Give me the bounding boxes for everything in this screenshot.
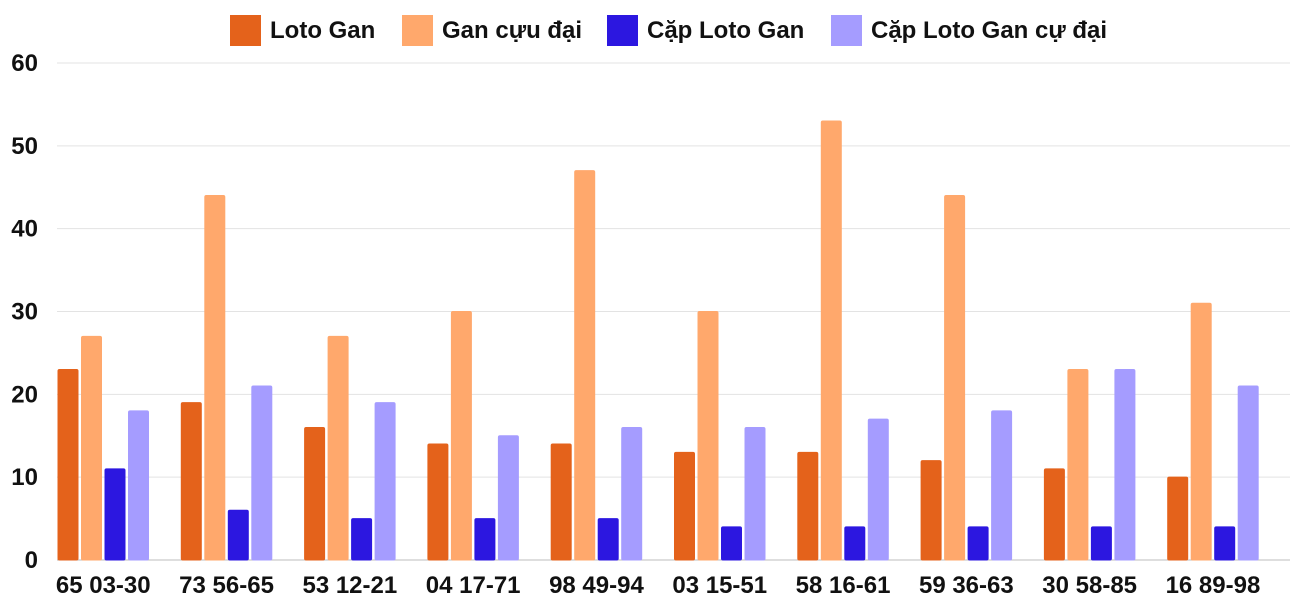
bar-loto-gan[interactable] bbox=[550, 443, 572, 561]
bar-loto-gan[interactable] bbox=[304, 426, 326, 561]
bar-c-p-loto-gan-c-i[interactable] bbox=[621, 426, 643, 561]
bar-gan-c-u-i[interactable] bbox=[574, 170, 596, 561]
bar-group bbox=[1043, 368, 1136, 561]
x-tick-label: 58 16-61 bbox=[796, 572, 891, 599]
bar-group bbox=[427, 311, 519, 561]
bar-gan-c-u-i[interactable] bbox=[81, 335, 102, 561]
bar-c-p-loto-gan-c-i[interactable] bbox=[991, 410, 1013, 561]
x-tick-label: 98 49-94 bbox=[549, 572, 644, 599]
y-tick-label: 40 bbox=[11, 216, 38, 243]
bar-c-p-loto-gan[interactable] bbox=[474, 518, 496, 561]
bar-c-p-loto-gan-c-i[interactable] bbox=[251, 385, 273, 561]
bar-loto-gan[interactable] bbox=[1167, 476, 1189, 561]
bar-loto-gan[interactable] bbox=[1043, 468, 1065, 561]
legend-label: Cặp Loto Gan bbox=[647, 17, 804, 44]
bar-gan-c-u-i[interactable] bbox=[944, 195, 966, 561]
legend-swatch bbox=[402, 15, 433, 46]
x-tick-label: 73 56-65 bbox=[179, 572, 274, 599]
bar-c-p-loto-gan[interactable] bbox=[351, 518, 373, 561]
bar-gan-c-u-i[interactable] bbox=[820, 120, 842, 561]
y-tick-label: 10 bbox=[11, 464, 38, 491]
x-tick-label: 04 17-71 bbox=[426, 572, 521, 599]
bar-c-p-loto-gan[interactable] bbox=[597, 518, 619, 561]
legend-label: Gan cựu đại bbox=[442, 17, 582, 44]
bar-c-p-loto-gan-c-i[interactable] bbox=[497, 435, 519, 561]
y-tick-label: 20 bbox=[11, 381, 38, 408]
bar-gan-c-u-i[interactable] bbox=[1190, 302, 1212, 561]
bar-gan-c-u-i[interactable] bbox=[697, 311, 719, 561]
bar-loto-gan[interactable] bbox=[427, 443, 449, 561]
x-tick-label: 53 12-21 bbox=[302, 572, 397, 599]
legend-item[interactable]: Loto Gan bbox=[230, 15, 375, 46]
bar-group bbox=[920, 195, 1013, 561]
y-tick-label: 0 bbox=[25, 547, 38, 574]
bar-loto-gan[interactable] bbox=[57, 368, 79, 561]
bar-c-p-loto-gan[interactable] bbox=[967, 526, 989, 561]
x-tick-label: 16 89-98 bbox=[1166, 572, 1261, 599]
bar-c-p-loto-gan[interactable] bbox=[721, 526, 742, 561]
x-tick-label: 30 58-85 bbox=[1042, 572, 1137, 599]
legend-swatch bbox=[831, 15, 862, 46]
bar-c-p-loto-gan-c-i[interactable] bbox=[744, 426, 766, 561]
y-tick-label: 60 bbox=[11, 50, 38, 77]
y-tick-label: 30 bbox=[11, 299, 38, 326]
bar-c-p-loto-gan[interactable] bbox=[104, 468, 126, 561]
bar-c-p-loto-gan-c-i[interactable] bbox=[1237, 385, 1259, 561]
bar-group bbox=[304, 335, 396, 561]
bar-gan-c-u-i[interactable] bbox=[1067, 368, 1089, 561]
legend-swatch bbox=[230, 15, 261, 46]
bar-group bbox=[797, 120, 889, 561]
bar-group bbox=[180, 195, 273, 561]
bar-loto-gan[interactable] bbox=[180, 402, 202, 561]
bar-c-p-loto-gan-c-i[interactable] bbox=[374, 402, 396, 561]
bar-c-p-loto-gan-c-i[interactable] bbox=[867, 418, 889, 561]
gridlines bbox=[57, 62, 1290, 561]
bar-c-p-loto-gan[interactable] bbox=[1214, 526, 1236, 561]
legend-item[interactable]: Cặp Loto Gan cự đại bbox=[831, 15, 1107, 46]
bar-loto-gan[interactable] bbox=[674, 451, 695, 561]
legend: Loto Gan Gan cựu đại Cặp Loto Gan Cặp Loto … bbox=[230, 15, 1107, 46]
bar-loto-gan[interactable] bbox=[797, 451, 819, 561]
legend-item[interactable]: Gan cựu đại bbox=[402, 15, 582, 46]
y-axis: 0 10 20 30 40 50 60 bbox=[11, 50, 38, 574]
legend-label: Loto Gan bbox=[270, 17, 375, 44]
legend-item[interactable]: Cặp Loto Gan bbox=[607, 15, 804, 46]
x-axis: 65 03-30 73 56-65 53 12-21 04 17-71 98 49-94… bbox=[56, 572, 1260, 599]
bar-gan-c-u-i[interactable] bbox=[450, 311, 472, 561]
bar-group bbox=[674, 311, 766, 561]
bars bbox=[57, 120, 1259, 561]
bar-c-p-loto-gan[interactable] bbox=[227, 509, 249, 561]
bar-loto-gan[interactable] bbox=[920, 460, 942, 561]
bar-gan-c-u-i[interactable] bbox=[204, 195, 226, 561]
bar-c-p-loto-gan[interactable] bbox=[844, 526, 866, 561]
bar-group bbox=[57, 335, 149, 561]
y-tick-label: 50 bbox=[11, 133, 38, 160]
bar-c-p-loto-gan-c-i[interactable] bbox=[128, 410, 149, 561]
x-tick-label: 65 03-30 bbox=[56, 572, 151, 599]
bar-group bbox=[550, 170, 643, 561]
bar-gan-c-u-i[interactable] bbox=[327, 335, 349, 561]
legend-label: Cặp Loto Gan cự đại bbox=[871, 17, 1107, 44]
x-tick-label: 59 36-63 bbox=[919, 572, 1014, 599]
bar-group bbox=[1167, 302, 1259, 561]
bar-c-p-loto-gan-c-i[interactable] bbox=[1114, 368, 1136, 561]
x-tick-label: 03 15-51 bbox=[672, 572, 767, 599]
bar-c-p-loto-gan[interactable] bbox=[1090, 526, 1112, 561]
legend-swatch bbox=[607, 15, 638, 46]
